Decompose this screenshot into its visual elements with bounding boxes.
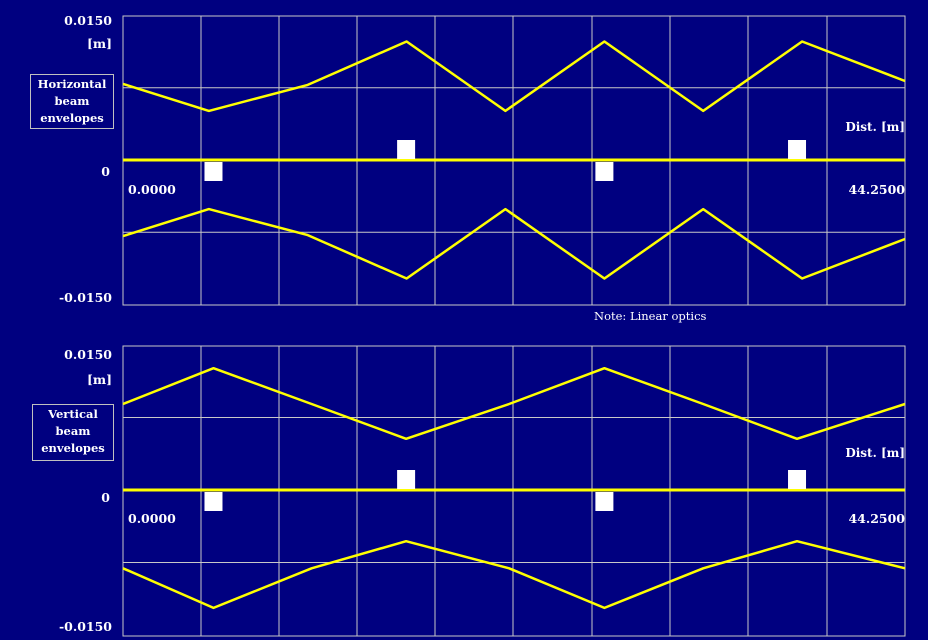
- vertical-element-markers: [204, 470, 807, 511]
- vertical-x-end-label: 44.2500: [848, 511, 905, 526]
- horizontal-x-end-label: 44.2500: [848, 182, 905, 197]
- horizontal-x-start-label: 0.0000: [128, 182, 176, 197]
- vertical-x-axis-label: Dist. [m]: [845, 446, 905, 460]
- element-marker-above: [788, 140, 807, 159]
- vertical-envelope-curves: [122, 366, 906, 610]
- lower-envelope-line: [122, 207, 906, 280]
- horizontal-x-axis-label: Dist. [m]: [845, 120, 905, 134]
- horizontal-panel-label: Horizontal beam envelopes: [30, 74, 114, 129]
- horizontal-envelope-panel: 0.0150 [m] 0 -0.0150 0.0000 44.2500 Dist…: [59, 13, 906, 323]
- upper-envelope-line: [122, 40, 906, 113]
- horizontal-y-zero-label: 0: [101, 164, 110, 179]
- linear-optics-note: Note: Linear optics: [594, 309, 707, 323]
- vertical-y-top-label: 0.0150: [64, 347, 112, 362]
- vertical-x-start-label: 0.0000: [128, 511, 176, 526]
- element-marker-above: [397, 140, 416, 159]
- horizontal-grid: [122, 15, 906, 306]
- horizontal-y-bottom-label: -0.0150: [59, 290, 112, 305]
- horizontal-y-unit-label: [m]: [87, 36, 112, 51]
- vertical-panel-label: Vertical beam envelopes: [32, 404, 114, 461]
- vertical-y-zero-label: 0: [101, 490, 110, 505]
- horizontal-y-top-label: 0.0150: [64, 13, 112, 28]
- vertical-y-bottom-label: -0.0150: [59, 619, 112, 634]
- element-marker-above: [397, 470, 416, 489]
- element-marker-below: [204, 162, 223, 181]
- vertical-envelope-panel: 0.0150 [m] 0 -0.0150 0.0000 44.2500 Dist…: [59, 345, 906, 637]
- vertical-y-unit-label: [m]: [87, 372, 112, 387]
- horizontal-envelope-curves: [122, 40, 906, 280]
- element-marker-above: [788, 470, 807, 489]
- upper-envelope-line: [122, 366, 906, 441]
- lower-envelope-line: [122, 539, 906, 610]
- element-marker-below: [204, 492, 223, 511]
- horizontal-element-markers: [204, 140, 807, 181]
- element-marker-below: [595, 492, 614, 511]
- element-marker-below: [595, 162, 614, 181]
